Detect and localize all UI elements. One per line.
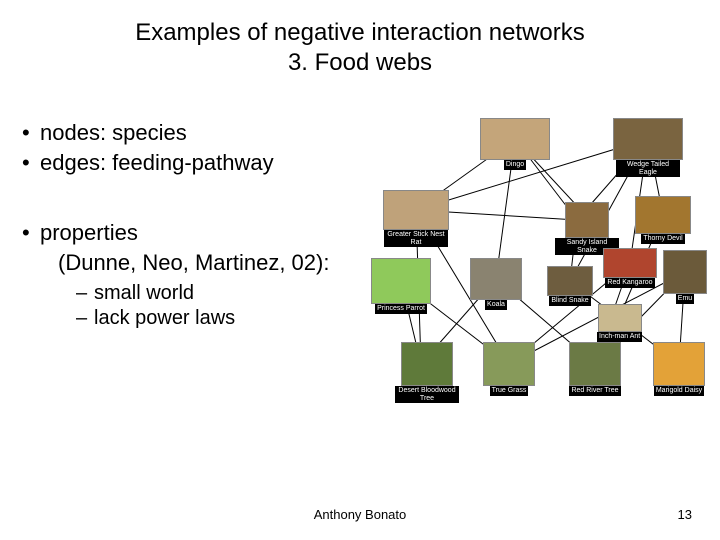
thumbnail-image xyxy=(613,118,683,160)
foodweb-node-redkangaroo: Red Kangaroo xyxy=(603,248,657,288)
node-label: Greater Stick Nest Rat xyxy=(384,230,448,247)
title-line-2: 3. Food webs xyxy=(0,48,720,78)
thumbnail-image xyxy=(598,304,642,332)
subbullet-powerlaws: –lack power laws xyxy=(76,307,362,330)
thumbnail-image xyxy=(383,190,449,230)
citation: (Dunne, Neo, Martinez, 02): xyxy=(22,250,362,276)
foodweb-node-truegrass: True Grass xyxy=(483,342,535,396)
foodweb-diagram: Dingo Wedge Tailed Eagle Greater Stick Nes… xyxy=(365,118,705,408)
foodweb-node-blindsnake: Blind Snake xyxy=(547,266,593,306)
node-label: Thorny Devil xyxy=(641,234,684,244)
bullet-edges: •edges: feeding-pathway xyxy=(22,150,362,176)
node-label: Emu xyxy=(676,294,694,304)
bullet-nodes: •nodes: species xyxy=(22,120,362,146)
foodweb-node-rat: Greater Stick Nest Rat xyxy=(383,190,449,247)
node-label: True Grass xyxy=(490,386,529,396)
thumbnail-image xyxy=(483,342,535,386)
node-label: Marigold Daisy xyxy=(654,386,704,396)
node-label: Blind Snake xyxy=(549,296,590,306)
subbullet-smallworld: –small world xyxy=(76,282,362,305)
thumbnail-image xyxy=(401,342,453,386)
slide-title: Examples of negative interaction network… xyxy=(0,0,720,78)
foodweb-node-thorny: Thorny Devil xyxy=(635,196,691,244)
node-label: Red Kangaroo xyxy=(605,278,654,288)
thumbnail-image xyxy=(569,342,621,386)
node-label: Wedge Tailed Eagle xyxy=(616,160,680,177)
foodweb-node-daisy: Marigold Daisy xyxy=(653,342,705,396)
foodweb-node-koala: Koala xyxy=(470,258,522,310)
thumbnail-image xyxy=(663,250,707,294)
node-label: Inch-man Ant xyxy=(597,332,642,342)
footer-page-number: 13 xyxy=(678,507,692,522)
bullet-content: •nodes: species •edges: feeding-pathway … xyxy=(22,120,362,332)
thumbnail-image xyxy=(653,342,705,386)
foodweb-node-eagle: Wedge Tailed Eagle xyxy=(613,118,683,177)
thumbnail-image xyxy=(371,258,431,304)
thumbnail-image xyxy=(480,118,550,160)
node-label: Desert Bloodwood Tree xyxy=(395,386,459,403)
node-label: Dingo xyxy=(504,160,526,170)
thumbnail-image xyxy=(547,266,593,296)
thumbnail-image xyxy=(603,248,657,278)
thumbnail-image xyxy=(470,258,522,300)
footer-author: Anthony Bonato xyxy=(0,507,720,522)
thumbnail-image xyxy=(565,202,609,238)
foodweb-node-parrot: Princess Parrot xyxy=(371,258,431,314)
foodweb-node-redriver: Red River Tree xyxy=(569,342,621,396)
foodweb-node-ant: Inch-man Ant xyxy=(597,304,642,342)
sub-bullets: –small world –lack power laws xyxy=(22,276,362,330)
node-label: Red River Tree xyxy=(569,386,620,396)
thumbnail-image xyxy=(635,196,691,234)
foodweb-node-dingo: Dingo xyxy=(480,118,550,170)
title-line-1: Examples of negative interaction network… xyxy=(0,18,720,48)
node-label: Princess Parrot xyxy=(375,304,427,314)
bullet-properties: •properties xyxy=(22,220,362,246)
foodweb-node-bloodwood: Desert Bloodwood Tree xyxy=(395,342,459,403)
foodweb-node-emu: Emu xyxy=(663,250,707,304)
node-label: Koala xyxy=(485,300,507,310)
